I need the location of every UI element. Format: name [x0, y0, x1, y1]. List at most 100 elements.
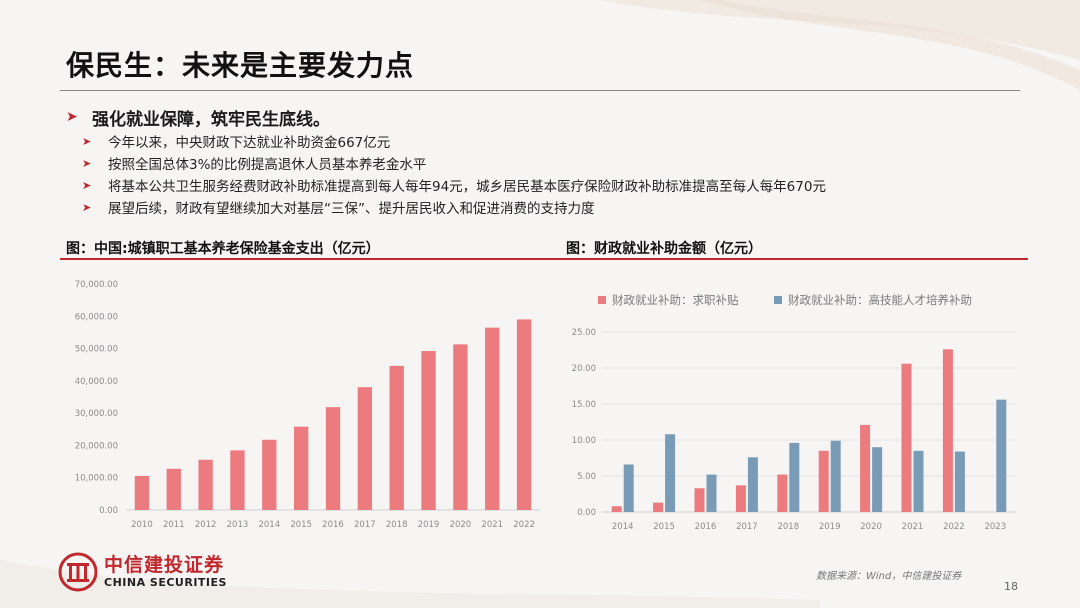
bar-skilled-talent-subsidy — [747, 457, 758, 512]
y-tick-label: 60,000.00 — [75, 312, 118, 322]
x-tick-label: 2021 — [481, 520, 503, 530]
y-tick-label: 0.00 — [577, 508, 596, 518]
bar-skilled-talent-subsidy — [706, 474, 717, 512]
title-divider — [60, 90, 1020, 91]
x-tick-label: 2018 — [386, 520, 408, 530]
data-source-note: 数据来源：Wind，中信建投证券 — [816, 571, 962, 582]
bullet-sub-text: 将基本公共卫生服务经费财政补助标准提高到每人每年94元，城乡居民基本医疗保险财政… — [108, 179, 826, 195]
x-tick-label: 2020 — [450, 520, 472, 530]
bullet-sub-text: 今年以来，中央财政下达就业补助资金667亿元 — [108, 135, 391, 151]
arrow-icon: ➤ — [82, 178, 92, 192]
x-tick-label: 2017 — [354, 520, 376, 530]
bar-job-seeking-subsidy — [735, 485, 746, 512]
bar — [357, 387, 373, 510]
x-tick-label: 2012 — [195, 520, 217, 530]
x-tick-label: 2019 — [418, 520, 440, 530]
y-tick-label: 10,000.00 — [75, 474, 118, 484]
bar — [134, 475, 150, 510]
bar-skilled-talent-subsidy — [913, 450, 924, 512]
bar — [421, 351, 436, 510]
bar-skilled-talent-subsidy — [665, 434, 676, 512]
y-tick-label: 70,000.00 — [75, 280, 118, 290]
y-tick-label: 20.00 — [572, 364, 596, 374]
bar-job-seeking-subsidy — [942, 349, 953, 512]
page-number: 18 — [1004, 580, 1018, 593]
x-tick-label: 2021 — [902, 522, 924, 532]
x-tick-label: 2018 — [777, 522, 799, 532]
bar — [262, 439, 277, 510]
x-tick-label: 2023 — [984, 522, 1006, 532]
bullet-main-text: 强化就业保障，筑牢民生底线。 — [92, 109, 330, 130]
legend-label: 财政就业补助：求职补贴 — [612, 293, 739, 307]
arrow-icon: ➤ — [66, 109, 78, 125]
bar-job-seeking-subsidy — [818, 450, 829, 512]
x-tick-label: 2019 — [819, 522, 841, 532]
bar-skilled-talent-subsidy — [996, 399, 1007, 512]
bar-job-seeking-subsidy — [777, 474, 788, 512]
x-tick-label: 2013 — [227, 520, 249, 530]
y-tick-label: 5.00 — [577, 472, 596, 482]
bullet-sub: ➤ 按照全国总体3%的比例提高退休人员基本养老金水平 — [66, 152, 1026, 174]
x-tick-label: 2015 — [290, 520, 312, 530]
bar-skilled-talent-subsidy — [872, 447, 883, 512]
legend-label: 财政就业补助：高技能人才培养补助 — [788, 293, 972, 307]
bullet-main: ➤ 强化就业保障，筑牢民生底线。 — [66, 104, 1026, 130]
y-tick-label: 40,000.00 — [75, 377, 118, 387]
chart-2-title: 图：财政就业补助金额（亿元） — [566, 241, 762, 257]
y-tick-label: 15.00 — [572, 400, 596, 410]
x-tick-label: 2010 — [131, 520, 153, 530]
x-tick-label: 2016 — [695, 522, 717, 532]
y-tick-label: 30,000.00 — [75, 409, 118, 419]
legend-swatch — [774, 296, 782, 304]
y-tick-label: 20,000.00 — [75, 441, 118, 451]
bar — [453, 344, 468, 510]
bullet-sub: ➤ 展望后续，财政有望继续加大对基层“三保”、提升居民收入和促进消费的支持力度 — [66, 196, 1026, 218]
x-tick-label: 2015 — [653, 522, 675, 532]
bar-job-seeking-subsidy — [860, 424, 871, 512]
x-tick-label: 2014 — [258, 520, 280, 530]
bar-job-seeking-subsidy — [653, 502, 664, 512]
logo-english-name: CHINA SECURITIES — [104, 576, 227, 589]
bar — [198, 459, 213, 510]
page-title: 保民生：未来是主要发力点 — [66, 49, 415, 82]
x-tick-label: 2022 — [513, 520, 535, 530]
legend-swatch — [598, 296, 606, 304]
bullet-sub-text: 展望后续，财政有望继续加大对基层“三保”、提升居民收入和促进消费的支持力度 — [108, 201, 595, 217]
y-tick-label: 50,000.00 — [75, 345, 118, 355]
bar — [389, 365, 404, 510]
bar-skilled-talent-subsidy — [623, 464, 634, 512]
bar-job-seeking-subsidy — [694, 488, 705, 512]
bullet-list: ➤ 强化就业保障，筑牢民生底线。 ➤ 今年以来，中央财政下达就业补助资金667亿… — [66, 104, 1026, 218]
bullet-sub: ➤ 将基本公共卫生服务经费财政补助标准提高到每人每年94元，城乡居民基本医疗保险… — [66, 174, 1026, 196]
bar-job-seeking-subsidy — [611, 506, 622, 512]
arrow-icon: ➤ — [82, 134, 92, 148]
pension-expenditure-chart: 0.00 10,000.00 20,000.00 30,000.00 40,000.00… — [75, 280, 540, 530]
chart-title-divider — [60, 258, 1028, 260]
bullet-sub-text: 按照全国总体3%的比例提高退休人员基本养老金水平 — [108, 157, 427, 173]
bullet-sub: ➤ 今年以来，中央财政下达就业补助资金667亿元 — [66, 130, 1026, 152]
x-tick-label: 2014 — [612, 522, 634, 532]
bar-job-seeking-subsidy — [901, 363, 912, 512]
bar — [516, 319, 532, 510]
bar — [166, 468, 181, 510]
chart-1-title: 图：中国:城镇职工基本养老保险基金支出（亿元） — [66, 241, 380, 257]
bar — [293, 426, 309, 510]
bar — [230, 450, 245, 510]
bar — [485, 327, 500, 510]
bar-skilled-talent-subsidy — [954, 451, 965, 512]
employment-subsidy-chart: 财政就业补助：求职补贴 财政就业补助：高技能人才培养补助 0.00 5.00 10.00… — [572, 293, 1016, 532]
bar-skilled-talent-subsidy — [830, 440, 841, 512]
arrow-icon: ➤ — [82, 156, 92, 170]
x-tick-label: 2020 — [860, 522, 882, 532]
y-tick-label: 0.00 — [99, 506, 118, 516]
bar — [325, 407, 341, 510]
citic-logo-icon — [58, 552, 98, 592]
x-tick-label: 2011 — [163, 520, 185, 530]
y-tick-label: 25.00 — [572, 328, 596, 338]
arrow-icon: ➤ — [82, 200, 92, 214]
x-tick-label: 2016 — [322, 520, 344, 530]
company-logo: 中信建投证券 CHINA SECURITIES — [58, 552, 227, 592]
x-tick-label: 2022 — [943, 522, 965, 532]
x-tick-label: 2017 — [736, 522, 758, 532]
logo-chinese-name: 中信建投证券 — [104, 554, 225, 576]
